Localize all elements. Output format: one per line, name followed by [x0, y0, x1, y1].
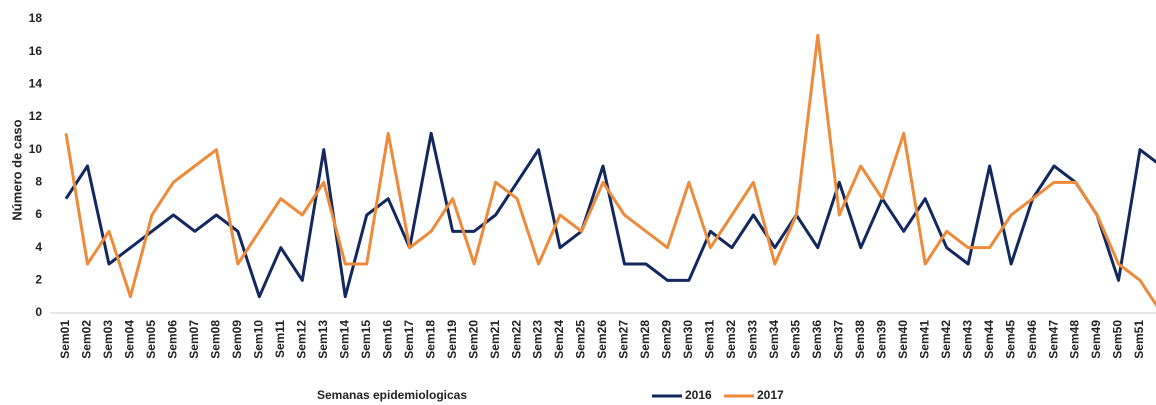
x-tick-label: Sem38 [853, 320, 867, 359]
x-tick-label: Sem27 [617, 320, 631, 359]
y-tick-label: 2 [35, 273, 42, 287]
x-tick-label: Sem26 [595, 320, 609, 359]
x-tick-label: Sem50 [1111, 320, 1125, 359]
y-tick-label: 10 [29, 142, 43, 156]
x-tick-label: Sem12 [294, 320, 308, 359]
x-tick-label: Sem04 [123, 320, 137, 359]
x-tick-label: Sem44 [982, 320, 996, 359]
x-tick-label: Sem48 [1068, 320, 1082, 359]
x-tick-label: Sem49 [1089, 320, 1103, 359]
x-tick-label: Sem14 [337, 320, 351, 359]
y-axis-title: Número de caso [9, 119, 24, 220]
series-line [64, 131, 1156, 299]
y-tick-label: 16 [29, 44, 43, 58]
x-tick-label: Sem07 [187, 320, 201, 359]
x-tick-label: Sem35 [788, 320, 802, 359]
x-tick-label: Sem31 [703, 320, 717, 359]
x-tick-label: Sem46 [1025, 320, 1039, 359]
x-tick-label: Sem36 [810, 320, 824, 359]
series-line [64, 33, 1156, 308]
x-tick-label: Sem11 [273, 320, 287, 358]
legend-label: 2017 [757, 388, 784, 402]
x-tick-label: Sem18 [423, 320, 437, 359]
x-tick-label: Sem47 [1046, 320, 1060, 359]
x-tick-label: Sem32 [724, 320, 738, 359]
x-tick-label: Sem51 [1132, 320, 1146, 359]
x-axis-title: Semanas epidemiologicas [317, 388, 467, 402]
legend-label: 2016 [685, 388, 712, 402]
x-tick-label: Sem13 [316, 320, 330, 359]
x-tick-label: Sem40 [896, 320, 910, 359]
x-tick-label: Sem20 [466, 320, 480, 359]
y-tick-label: 14 [29, 77, 43, 91]
y-tick-label: 0 [35, 305, 42, 319]
x-tick-label: Sem24 [552, 320, 566, 359]
y-tick-label: 8 [35, 175, 42, 189]
x-tick-label: Sem39 [874, 320, 888, 359]
x-tick-label: Sem29 [660, 320, 674, 359]
x-tick-label: Sem10 [251, 320, 265, 359]
x-tick-label: Sem22 [509, 320, 523, 359]
x-tick-label: Sem45 [1003, 320, 1017, 359]
x-tick-label: Sem37 [831, 320, 845, 359]
x-tick-label: Sem28 [638, 320, 652, 359]
x-tick-label: Sem15 [359, 320, 373, 359]
y-tick-label: 4 [35, 240, 42, 254]
y-tick-label: 6 [35, 207, 42, 221]
x-tick-label: Sem03 [101, 320, 115, 359]
x-tick-label: Sem21 [488, 320, 502, 359]
x-tick-label: Sem42 [939, 320, 953, 359]
x-tick-label: Sem43 [960, 320, 974, 359]
x-tick-label: Sem41 [917, 320, 931, 359]
x-tick-label: Sem01 [58, 320, 72, 359]
x-tick-label: Sem09 [230, 320, 244, 359]
x-tick-label: Sem06 [166, 320, 180, 359]
x-tick-label: Sem34 [767, 320, 781, 359]
x-tick-label: Sem05 [144, 320, 158, 359]
x-tick-label: Sem19 [445, 320, 459, 359]
x-tick-label: Sem16 [380, 320, 394, 359]
x-tick-label: Sem17 [402, 320, 416, 359]
y-tick-label: 12 [29, 109, 43, 123]
x-tick-label: Sem25 [574, 320, 588, 359]
x-tick-label: Sem30 [681, 320, 695, 359]
x-tick-label: Sem08 [209, 320, 223, 359]
x-tick-label: Sem23 [531, 320, 545, 359]
x-tick-label: Sem33 [746, 320, 760, 359]
y-tick-label: 18 [29, 11, 43, 25]
x-tick-label: Sem02 [80, 320, 94, 359]
